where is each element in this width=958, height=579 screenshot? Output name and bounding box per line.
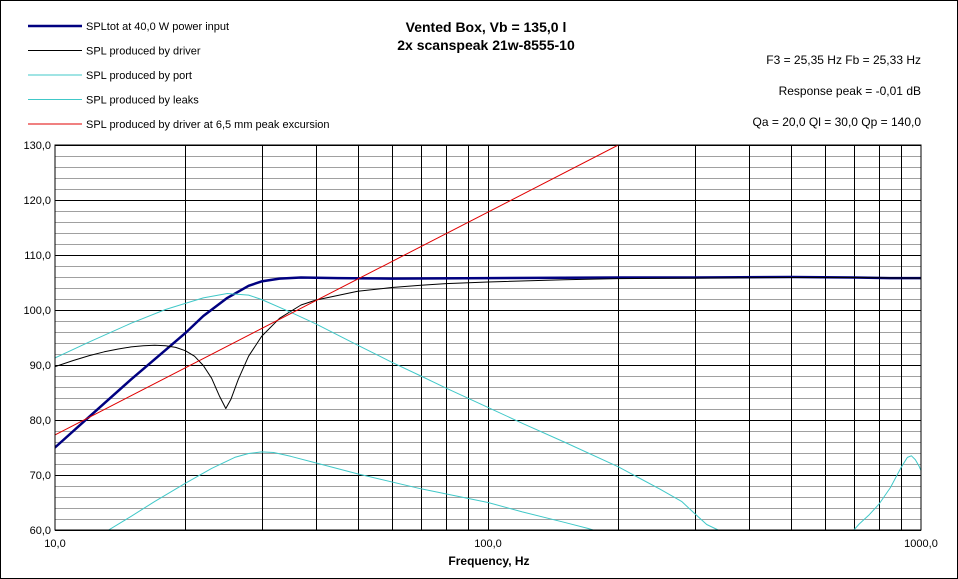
x-tick-label: 100,0 [474,538,502,550]
y-tick-label: 70,0 [30,470,51,482]
annotation-q-values: Qa = 20,0 Ql = 30,0 Qp = 140,0 [753,115,922,129]
series-line-2 [55,277,921,409]
x-axis: 10,0 100,0 1000,0 [44,538,938,550]
series-line-4 [853,455,921,530]
y-axis: 60,0 70,0 80,0 90,0 100,0 110,0 120,0 130,0 [23,140,51,537]
chart-subtitle: 2x scanspeak 21w-8555-10 [397,37,575,53]
x-axis-label: Frequency, Hz [448,554,529,568]
y-tick-label: 100,0 [23,305,51,317]
plot-border [54,144,922,531]
y-tick-label: 120,0 [23,195,51,207]
legend: SPLtot at 40,0 W power input SPL produced… [28,21,330,131]
y-tick-label: 130,0 [23,140,51,152]
x-tick-label: 10,0 [44,538,65,550]
annotation-response-peak: Response peak = -0,01 dB [779,84,921,98]
legend-entry: SPL produced by driver at 6,5 mm peak ex… [86,119,330,131]
y-tick-label: 90,0 [30,360,51,372]
legend-entry: SPL produced by driver [86,46,201,58]
legend-entry: SPL produced by port [86,70,192,82]
legend-entry: SPL produced by leaks [86,95,199,107]
series-line-3 [55,293,719,530]
chart-title: Vented Box, Vb = 135,0 l [406,19,567,35]
series-layer [55,145,921,530]
y-tick-label: 110,0 [24,250,51,262]
annotation-f3-fb: F3 = 25,35 Hz Fb = 25,33 Hz [766,53,921,67]
series-line-4 [108,451,594,530]
x-tick-label: 1000,0 [904,538,938,550]
series-line-1 [55,275,921,449]
legend-entry: SPLtot at 40,0 W power input [86,21,229,33]
series-line-5 [55,145,619,436]
y-tick-label: 60,0 [30,525,51,537]
y-tick-label: 80,0 [30,415,51,427]
